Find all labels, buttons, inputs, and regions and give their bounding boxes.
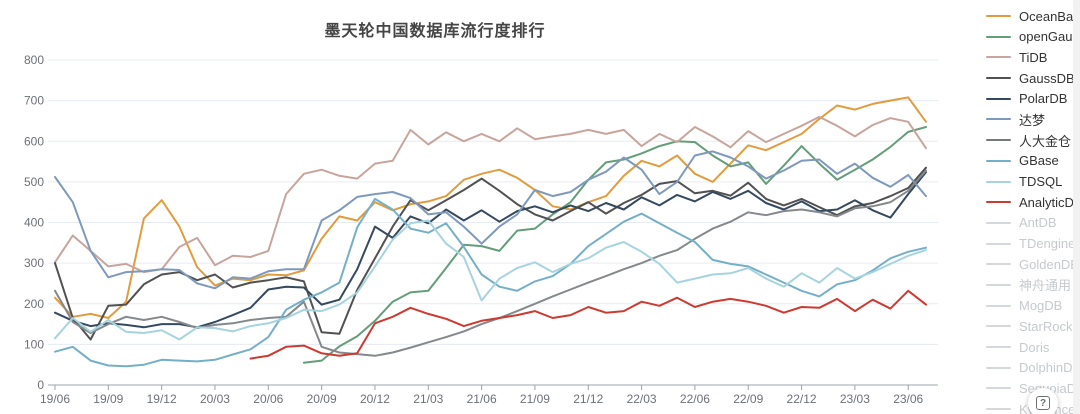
series-line-AnalyticDB [249,289,927,360]
legend-line-swatch [986,35,1011,38]
x-axis-label-22-09: 22/09 [733,392,763,406]
y-axis-label-700: 700 [24,94,44,108]
legend-item-TiDB[interactable]: TiDB [986,49,1080,65]
legend-item-TDengine[interactable]: TDengine [986,236,1080,252]
y-axis-label-200: 200 [24,297,44,311]
legend-label: TDSQL [1019,174,1063,189]
legend-label: 人大金仓 [1019,133,1072,149]
x-axis-label-23-03: 23/03 [840,392,870,406]
x-axis-label-22-12: 22/12 [787,392,817,406]
y-axis-label-600: 600 [24,134,44,148]
x-axis-label-21-12: 21/12 [573,392,603,406]
legend-label: DolphinDB [1019,360,1080,376]
x-axis-label-20-12: 20/12 [360,392,390,406]
help-button[interactable]: ? [1028,388,1058,414]
y-axis-label-800: 800 [24,53,44,67]
legend-line-swatch [986,139,1011,142]
legend-item-PolarDB[interactable]: PolarDB [986,91,1080,107]
legend-label: OceanBase [1019,8,1080,24]
x-axis-label-20-09: 20/09 [307,392,337,406]
legend-item-GoldenDB[interactable]: GoldenDB [986,256,1080,272]
legend-line-swatch [986,97,1011,100]
legend-label: AnalyticDB [1019,194,1080,210]
series-line-TDSQL [54,219,927,341]
legend-label: Doris [1019,339,1050,355]
legend: OceanBase openGauss TiDB GaussDB PolarDB 达梦人大… [986,9,1080,414]
x-axis-label-19-09: 19/09 [93,392,123,406]
legend-line-swatch [986,263,1011,266]
series-line-TiDB [54,115,927,274]
legend-line-swatch [986,283,1011,286]
legend-line-swatch [986,118,1011,121]
x-axis-label-23-06: 23/06 [893,392,923,406]
legend-item-达梦[interactable]: 达梦 [986,112,1080,128]
series-line-PolarDB [54,171,927,329]
series-line-达梦 [54,150,927,290]
legend-item-GaussDB[interactable]: GaussDB [986,70,1080,86]
legend-line-swatch [986,15,1011,17]
legend-line-swatch [986,346,1011,348]
legend-item-Doris[interactable]: Doris [986,339,1080,355]
legend-line-swatch [986,77,1011,80]
series-line-GaussDB [54,166,927,341]
x-axis-label-22-06: 22/06 [680,392,710,406]
legend-item-GBase[interactable]: GBase [986,153,1080,169]
series-line-openGauss [302,126,927,364]
legend-line-swatch [986,56,1011,59]
legend-line-swatch [986,180,1011,183]
legend-label: MogDB [1019,298,1063,314]
legend-label: TiDB [1019,49,1048,65]
legend-item-AntDB[interactable]: AntDB [986,215,1080,231]
x-axis-label-19-06: 19/06 [40,392,70,406]
legend-line-swatch [986,159,1011,162]
chart-title: 墨天轮中国数据库流行度排行 [324,23,546,40]
y-axis-label-500: 500 [24,175,44,189]
legend-line-swatch [986,201,1011,204]
y-axis-label-400: 400 [24,216,44,230]
y-axis-label-100: 100 [24,337,44,351]
legend-label: AntDB [1019,215,1057,231]
legend-item-OceanBase[interactable]: OceanBase [986,8,1080,24]
x-axis-label-20-03: 20/03 [200,392,230,406]
legend-label: PolarDB [1019,91,1068,107]
legend-label: TDengine [1019,236,1076,252]
legend-item-神舟通用[interactable]: 神舟通用 [986,278,1080,294]
legend-item-DolphinDB[interactable]: DolphinDB [986,360,1080,376]
legend-line-swatch [986,221,1011,224]
legend-label: StarRocks [1019,318,1079,334]
legend-label: GaussDB [1019,70,1075,86]
legend-item-MogDB[interactable]: MogDB [986,298,1080,314]
legend-item-StarRocks[interactable]: StarRocks [986,318,1080,334]
legend-label: GoldenDB [1019,256,1079,272]
legend-line-swatch [986,366,1011,369]
legend-item-TDSQL[interactable]: TDSQL [986,174,1080,189]
x-axis-label-19-12: 19/12 [147,392,177,406]
legend-item-AnalyticDB[interactable]: AnalyticDB [986,194,1080,210]
legend-line-swatch [986,387,1011,390]
y-axis-label-0: 0 [37,378,44,392]
series-line-GBase [54,197,927,368]
x-axis-label-20-06: 20/06 [253,392,283,406]
page-scrollbar-gutter [1073,0,1080,414]
legend-line-swatch [986,242,1011,245]
legend-label: 达梦 [1019,112,1046,128]
x-axis-label-21-03: 21/03 [413,392,443,406]
legend-label: openGauss [1019,29,1080,45]
series-line-OceanBase [54,96,927,319]
legend-line-swatch [986,304,1011,307]
legend-line-swatch [986,408,1011,411]
question-mark-icon: ? [1036,396,1050,410]
x-axis-label-21-06: 21/06 [467,392,497,406]
legend-label: 神舟通用 [1019,278,1072,294]
legend-line-swatch [986,325,1011,328]
chart-canvas[interactable]: 0 100 200 300 400 500 600 700 800 19/06 19/09 19/12… [0,0,960,414]
x-axis-label-22-03: 22/03 [627,392,657,406]
legend-item-openGauss[interactable]: openGauss [986,29,1080,45]
y-axis-label-300: 300 [24,256,44,270]
x-axis-label-21-09: 21/09 [520,392,550,406]
legend-item-人大金仓[interactable]: 人大金仓 [986,133,1080,149]
legend-label: GBase [1019,153,1059,169]
